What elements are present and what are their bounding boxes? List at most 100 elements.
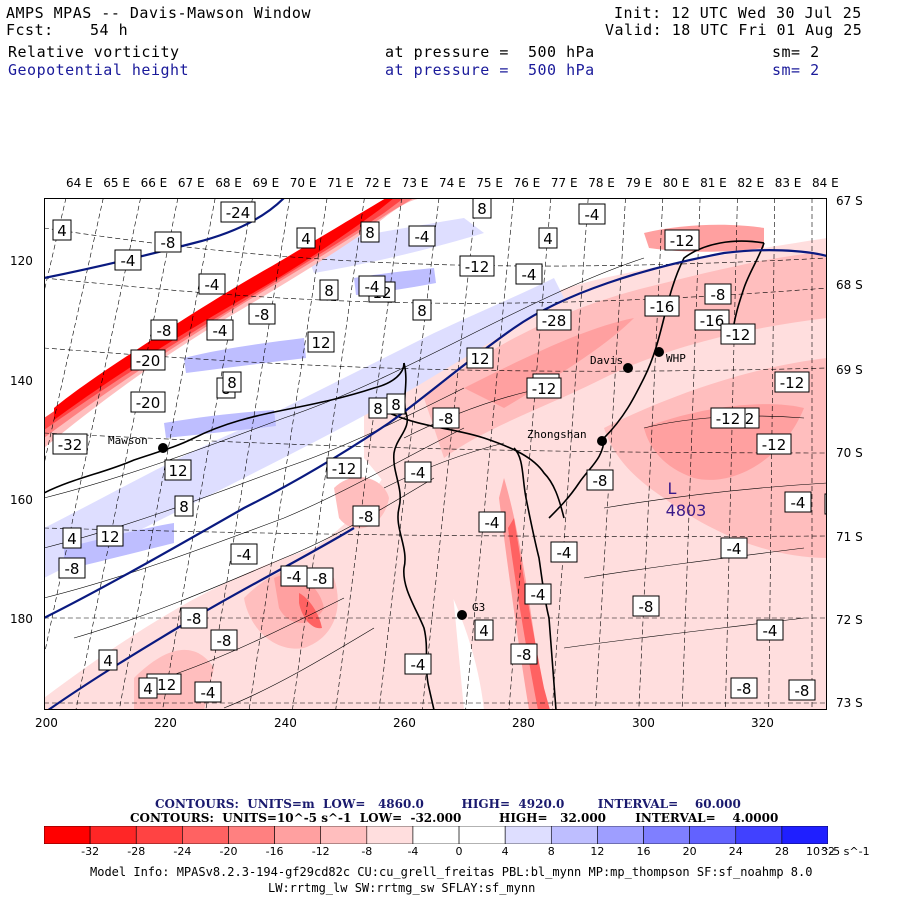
colorbar-swatch [89, 826, 137, 844]
colorbar-unit: 10^-5 s^-1 [806, 845, 870, 858]
longitude-label: 76 E [513, 176, 541, 190]
contour-label-value: 8 [324, 282, 334, 300]
latitude-label: 70 S [836, 446, 863, 460]
contour-label-value: 12 [168, 462, 187, 480]
colorbar-label: 8 [547, 845, 555, 858]
fcst-value: 54 h [90, 21, 129, 39]
colorbar-label: 0 [455, 845, 463, 858]
colorbar-label: 32 [821, 845, 835, 858]
y-tick-label: 120 [10, 254, 33, 268]
contour-label-box [52, 433, 88, 455]
contour-label-box [154, 231, 182, 253]
contour-label-box [138, 677, 158, 699]
contour-label-box [404, 653, 432, 675]
contour-label-box [307, 331, 335, 353]
y-tick-labels: 120 140 160 180 [0, 0, 44, 900]
contour-label-box [515, 263, 543, 285]
longitude-label: 78 E [588, 176, 615, 190]
contour-label-value: -20 [136, 394, 161, 412]
contour-label-box [730, 677, 758, 699]
contour-label-value: -12 [152, 676, 177, 694]
longitude-label: 74 E [439, 176, 466, 190]
x-tick-label: 320 [751, 716, 774, 730]
field2-sm: sm= 2 [772, 61, 820, 79]
contour-label-box [248, 303, 276, 325]
contour-label-value: 4 [57, 222, 67, 240]
field2-pressure: at pressure = 500 hPa [385, 61, 595, 79]
colorbar-swatch [366, 826, 414, 844]
lat-lon-grid [44, 227, 827, 704]
latitude-label: 73 S [836, 696, 863, 710]
contour-label-value: -4 [201, 684, 216, 702]
contour-label-value: -8 [65, 560, 80, 578]
contour-label-box [326, 457, 362, 479]
x-tick-label: 200 [35, 716, 58, 730]
colorbar [44, 826, 828, 844]
contour-label-box [586, 469, 614, 491]
colorbar-swatch [689, 826, 737, 844]
colorbar-label: 24 [728, 845, 743, 858]
station-label: Davis [590, 354, 623, 367]
contour-label-box [710, 407, 746, 429]
contour-label-value: 8 [179, 498, 189, 516]
colorbar-swatch [735, 826, 783, 844]
contour-label-value: -8 [313, 570, 328, 588]
contour-label-box [164, 459, 192, 481]
contour-label-box [296, 227, 316, 249]
fcst-label: Fcst: [6, 21, 54, 39]
contour-label-value: 8 [477, 200, 487, 218]
contour-label-boxes: 4-4-8-2448-44-48-4812-12-12-4-8-4-28-16-… [52, 198, 827, 703]
field2-name: Geopotential height [8, 61, 190, 79]
low-center-symbol: L [668, 479, 677, 498]
colorbar-swatch [643, 826, 690, 844]
contour-label-box [352, 505, 380, 527]
y-tick-label: 180 [10, 612, 33, 626]
contour-label-value: -8 [517, 646, 532, 664]
contour-label-value: -8 [593, 472, 608, 490]
contour-label-value: 4 [103, 652, 113, 670]
colorbar-swatch [781, 826, 828, 844]
longitude-label: 80 E [662, 176, 690, 190]
contour-label-box [306, 567, 334, 589]
station-label: Zhongshan [527, 428, 587, 441]
colorbar-label: 16 [636, 845, 651, 858]
field1-sm: sm= 2 [772, 43, 820, 61]
colorbar-swatch [274, 826, 322, 844]
model-info-line1: Model Info: MPASv8.2.3-194-gf29cd82c CU:… [90, 865, 813, 879]
contour-label-value: 12 [100, 528, 119, 546]
contour-label-box [150, 319, 178, 341]
contour-label-value: 8 [365, 224, 375, 242]
contour-label-box [412, 299, 432, 321]
longitude-label: 79 E [625, 176, 653, 190]
colorbar-label: -32 [81, 845, 100, 858]
colorbar-swatch [504, 826, 552, 844]
contour-label-value: 4 [301, 230, 311, 248]
contour-label-value: -28 [542, 312, 567, 330]
colorbar-labels: -32 -28 -24 -20 -16 -12 -8 -4 0 4 8 12 16 20 24 28 32 [0, 845, 900, 861]
contour-label-value: -12 [532, 380, 557, 398]
colorbar-swatch [597, 826, 644, 844]
station-g3-marker [457, 610, 467, 620]
contour-label-box [98, 649, 118, 671]
contour-label-box [459, 255, 495, 277]
contour-label-value: -4 [237, 546, 252, 564]
colorbar-swatch [550, 826, 598, 844]
contour-label-box [524, 583, 552, 605]
contour-label-value: -8 [639, 598, 654, 616]
contour-label-value: -12 [726, 326, 751, 344]
field1-pressure: at pressure = 500 hPa [385, 43, 595, 61]
valid-time: Valid: 18 UTC Fri 01 Aug 25 [605, 21, 863, 39]
colorbar-label: 28 [774, 845, 789, 858]
contour-label-box [664, 229, 700, 251]
contour-label-value: -12 [780, 374, 805, 392]
init-time: Init: 12 UTC Wed 30 Jul 25 [614, 4, 862, 22]
contour-label-box [720, 537, 748, 559]
contour-label-box [788, 679, 816, 701]
contour-label-value: 8 [373, 400, 383, 418]
contour-label-box [466, 347, 494, 369]
latitude-label: 69 S [836, 363, 863, 377]
contour-label-value: -4 [485, 514, 500, 532]
model-info-line2: LW:rrtmg_lw SW:rrtmg_sw SFLAY:sf_mynn [268, 881, 536, 895]
contour-label-value: -8 [359, 508, 374, 526]
contour-label-box [198, 273, 226, 295]
